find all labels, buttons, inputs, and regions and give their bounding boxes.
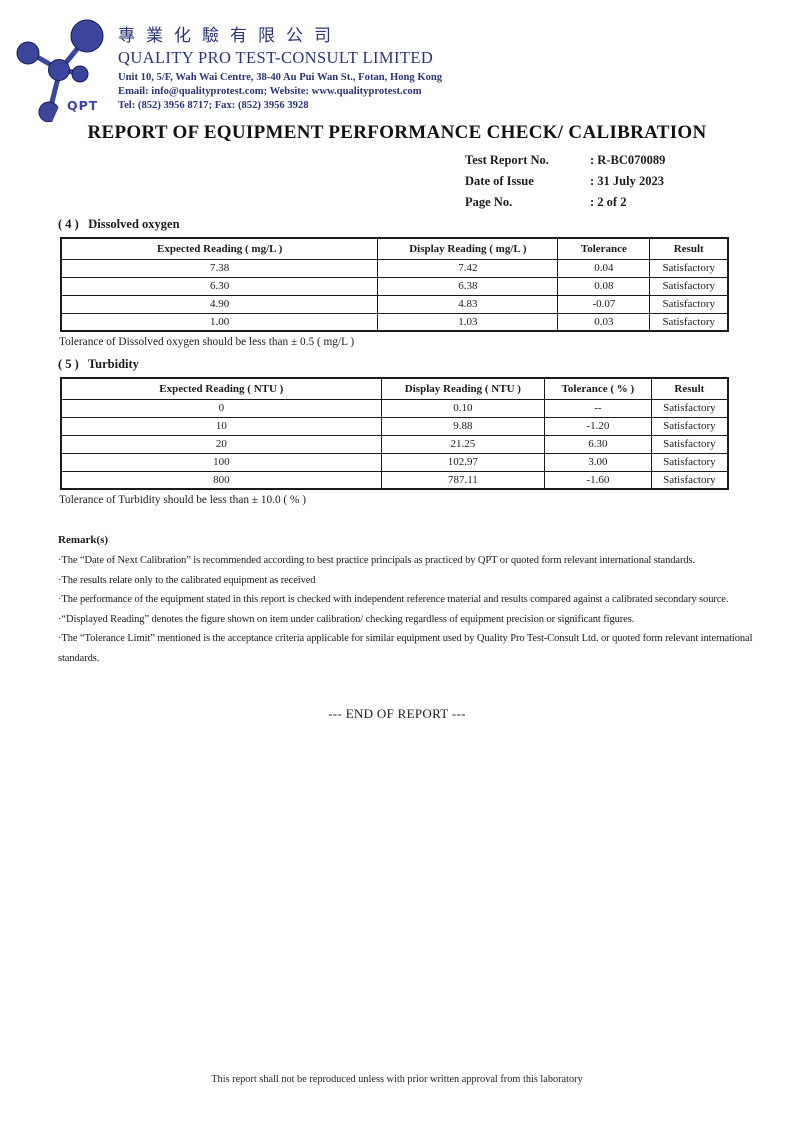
table-header-row: Expected Reading ( mg/L ) Display Reading… [60,237,729,260]
section-dissolved-oxygen: ( 4 ) Dissolved oxygen Expected Reading … [58,217,729,348]
report-title: REPORT OF EQUIPMENT PERFORMANCE CHECK/ C… [87,122,707,143]
table-cell: -1.60 [544,470,652,490]
table-cell: 4.90 [60,294,379,314]
table-cell: 10 [60,416,382,436]
table-cell: 4.83 [377,294,559,314]
turbidity-table: Expected Reading ( NTU ) Display Reading … [60,377,729,490]
table-header-cell: Tolerance [557,237,651,260]
table-cell: 7.42 [377,258,559,278]
meta-label: Page No. [465,195,513,209]
table-cell: 1.03 [377,312,559,332]
meta-label: Test Report No. [465,153,549,167]
table-cell: 6.38 [377,276,559,296]
table-header-cell: Result [650,377,729,400]
dissolved-oxygen-table: Expected Reading ( mg/L ) Display Reading… [60,237,729,332]
company-name-chinese: 專業化驗有限公司 [118,26,342,45]
table-header-cell: Expected Reading ( mg/L ) [60,237,379,260]
tolerance-note: Tolerance of Turbidity should be less th… [59,494,307,506]
table-cell: 102.97 [380,452,546,472]
table-cell: 0.04 [557,258,651,278]
table-cell: Satisfactory [650,470,729,490]
table-cell: Satisfactory [650,434,729,454]
remarks-section: Remark(s) ·The “Date of Next Calibration… [58,534,770,668]
table-cell: Satisfactory [649,294,729,314]
table-cell: Satisfactory [650,416,729,436]
company-tel-fax: Tel: (852) 3956 8717; Fax: (852) 3956 39… [118,100,309,111]
table-cell: 3.00 [544,452,652,472]
meta-row: Date of Issue : 31 July 2023 [465,171,665,192]
table-cell: 7.38 [60,258,379,278]
table-row: 1.00 1.03 0.03 Satisfactory [60,312,729,332]
table-cell: Satisfactory [649,312,729,332]
remarks-heading: Remark(s) [58,534,109,546]
table-row: 7.38 7.42 0.04 Satisfactory [60,258,729,278]
end-of-report-text: --- END OF REPORT --- [328,706,466,721]
meta-value: : R-BC070089 [590,153,666,167]
table-row: 100 102.97 3.00 Satisfactory [60,452,729,472]
table-cell: -1.20 [544,416,652,436]
meta-value: : 2 of 2 [590,195,627,209]
company-name-english: QUALITY PRO TEST-CONSULT LIMITED [118,48,434,67]
remark-item: ·The “Date of Next Calibration” is recom… [58,555,696,566]
table-cell: -- [544,398,652,418]
meta-row: Page No. : 2 of 2 [465,192,665,213]
section-heading: ( 5 ) Turbidity [58,357,139,371]
qpt-molecule-logo-icon: QPT [16,19,104,122]
table-cell: 0 [60,398,382,418]
table-cell: 6.30 [60,276,379,296]
table-cell: 9.88 [380,416,546,436]
table-row: 0 0.10 -- Satisfactory [60,398,729,418]
table-header-cell: Result [649,237,729,260]
logo-qpt-text: QPT [67,98,98,113]
remark-item: ·The “Tolerance Limit” mentioned is the … [58,633,753,664]
table-cell: 0.10 [380,398,546,418]
table-header-row: Expected Reading ( NTU ) Display Reading … [60,377,729,400]
table-cell: 0.08 [557,276,651,296]
table-cell: 6.30 [544,434,652,454]
table-cell: 20 [60,434,382,454]
table-cell: Satisfactory [649,276,729,296]
table-cell: 0.03 [557,312,651,332]
remark-item: ·The results relate only to the calibrat… [58,574,316,586]
table-cell: 800 [60,470,382,490]
table-header-cell: Display Reading ( NTU ) [380,377,546,400]
company-address: Unit 10, 5/F, Wah Wai Centre, 38-40 Au P… [118,72,443,83]
table-row: 10 9.88 -1.20 Satisfactory [60,416,729,436]
meta-label: Date of Issue [465,174,534,188]
table-cell: -0.07 [557,294,651,314]
section-turbidity: ( 5 ) Turbidity Expected Reading ( NTU )… [58,357,729,506]
table-header-cell: Tolerance ( % ) [544,377,652,400]
remark-item: ·The performance of the equipment stated… [58,594,729,605]
table-cell: Satisfactory [649,258,729,278]
company-email-website: Email: info@qualityprotest.com; Website:… [118,86,422,97]
tolerance-note: Tolerance of Dissolved oxygen should be … [59,336,355,348]
table-cell: Satisfactory [650,452,729,472]
table-cell: 787.11 [380,470,546,490]
meta-row: Test Report No. : R-BC070089 [465,150,665,171]
table-header-cell: Expected Reading ( NTU ) [60,377,382,400]
meta-value: : 31 July 2023 [590,174,664,188]
table-cell: 1.00 [60,312,379,332]
table-header-cell: Display Reading ( mg/L ) [377,237,559,260]
table-row: 800 787.11 -1.60 Satisfactory [60,470,729,490]
report-header: QPT 專業化驗有限公司 QUALITY PRO TEST-CONSULT LI… [12,10,442,122]
table-row: 4.90 4.83 -0.07 Satisfactory [60,294,729,314]
table-cell: 100 [60,452,382,472]
page-footer-text: This report shall not be reproduced unle… [211,1074,583,1085]
table-cell: Satisfactory [650,398,729,418]
report-meta: Test Report No. : R-BC070089 Date of Issu… [465,150,665,213]
table-row: 6.30 6.38 0.08 Satisfactory [60,276,729,296]
table-row: 20 21.25 6.30 Satisfactory [60,434,729,454]
remark-item: ·“Displayed Reading” denotes the figure … [58,613,635,625]
company-info-block: 專業化驗有限公司 QUALITY PRO TEST-CONSULT LIMITE… [118,10,442,122]
table-cell: 21.25 [380,434,546,454]
remarks-list: ·The “Date of Next Calibration” is recom… [58,551,770,668]
section-heading: ( 4 ) Dissolved oxygen [58,217,180,231]
